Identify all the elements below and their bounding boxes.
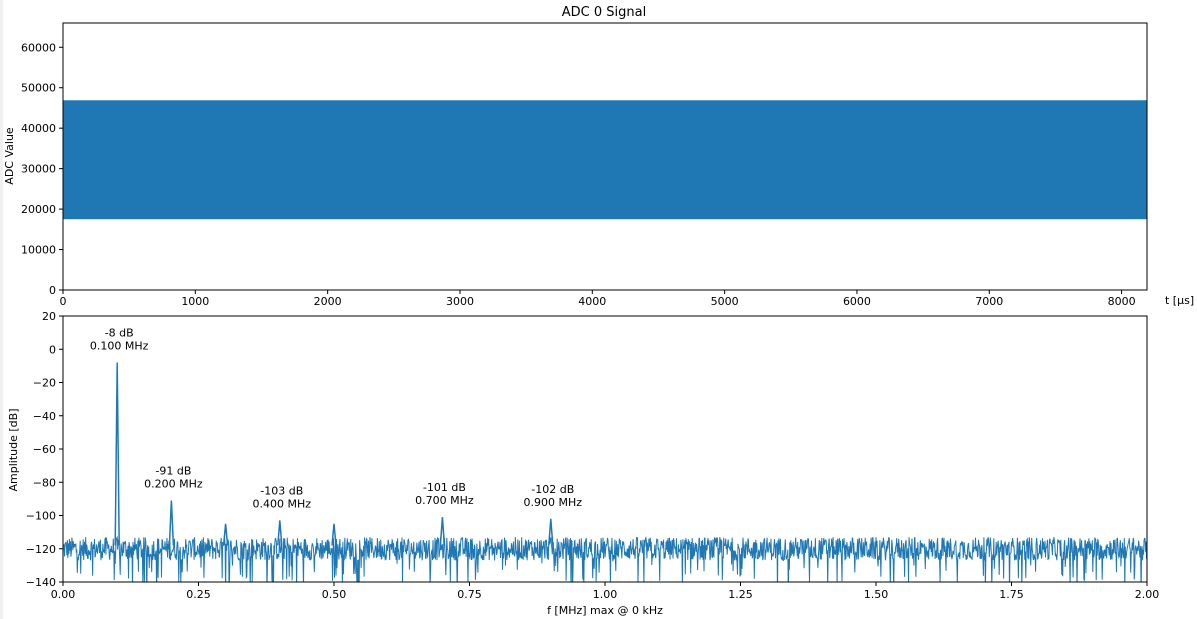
y-tick-label: −120 bbox=[26, 543, 56, 556]
x-ticks: 0 1000 2000 3000 4000 5000 6000 7000 8000 bbox=[60, 290, 1136, 308]
peak-line bbox=[548, 518, 554, 546]
y-tick-label: −40 bbox=[33, 410, 56, 423]
x-tick-label: 5000 bbox=[711, 295, 739, 308]
x-tick-label: 1.75 bbox=[999, 588, 1024, 601]
plot-frame bbox=[62, 22, 1148, 291]
y-tick-label: 40000 bbox=[21, 122, 56, 135]
x-tick-label: 2.00 bbox=[1135, 588, 1160, 601]
y-ticks: 20 0 −20 −40 −60 −80 −100 −120 −140 bbox=[26, 310, 63, 589]
peak-db-label: -91 dB bbox=[155, 465, 191, 478]
x-tick-label: 2000 bbox=[314, 295, 342, 308]
x-axis-label: t [μs] bbox=[1165, 294, 1194, 307]
y-tick-label: 20 bbox=[42, 310, 56, 323]
window-edge bbox=[0, 0, 3, 619]
spectrum-plot: Amplitude [dB] f [MHz] max @ 0 kHz -8 dB… bbox=[7, 310, 1159, 617]
peak-line bbox=[331, 523, 337, 546]
x-tick-label: 8000 bbox=[1108, 295, 1136, 308]
peak-line bbox=[439, 517, 446, 546]
plot-frame bbox=[62, 315, 1148, 583]
peak-freq-label: 0.100 MHz bbox=[90, 340, 149, 353]
x-tick-label: 0.25 bbox=[186, 588, 211, 601]
x-tick-label: 1.00 bbox=[593, 588, 618, 601]
peak-freq-label: 0.700 MHz bbox=[415, 494, 474, 507]
y-axis-label: ADC Value bbox=[3, 127, 16, 185]
x-tick-label: 0.00 bbox=[51, 588, 76, 601]
x-tick-label: 4000 bbox=[578, 295, 606, 308]
y-tick-label: −20 bbox=[33, 377, 56, 390]
x-tick-label: 0.50 bbox=[322, 588, 347, 601]
spectrum-noise-trace bbox=[63, 535, 1147, 582]
peak-freq-label: 0.900 MHz bbox=[524, 496, 583, 509]
plot-title: ADC 0 Signal bbox=[562, 5, 646, 20]
x-tick-label: 6000 bbox=[843, 295, 871, 308]
y-axis-label: Amplitude [dB] bbox=[7, 409, 20, 492]
y-tick-label: −100 bbox=[26, 510, 56, 523]
peak-db-label: -103 dB bbox=[260, 484, 303, 497]
x-tick-label: 3000 bbox=[446, 295, 474, 308]
peak-db-label: -8 dB bbox=[105, 327, 134, 340]
x-tick-label: 1000 bbox=[181, 295, 209, 308]
peak-db-label: -101 dB bbox=[423, 481, 466, 494]
peak-line bbox=[114, 362, 120, 546]
peak-db-label: -102 dB bbox=[531, 483, 574, 496]
y-tick-label: 0 bbox=[49, 343, 56, 356]
x-tick-label: 0.75 bbox=[457, 588, 482, 601]
noise-floor bbox=[63, 535, 1147, 582]
y-tick-label: −140 bbox=[26, 576, 56, 589]
peak-line bbox=[277, 520, 283, 546]
signal-band bbox=[63, 100, 1147, 220]
y-tick-label: 10000 bbox=[21, 244, 56, 257]
y-tick-label: −60 bbox=[33, 443, 56, 456]
x-tick-label: 7000 bbox=[975, 295, 1003, 308]
peak-freq-label: 0.400 MHz bbox=[253, 497, 312, 510]
y-tick-label: 0 bbox=[49, 284, 56, 297]
peak-line bbox=[168, 500, 175, 546]
peak-freq-label: 0.200 MHz bbox=[144, 478, 203, 491]
y-tick-label: 20000 bbox=[21, 203, 56, 216]
adc-signal-plot: ADC 0 Signal ADC Value t [μs] 0 1000 2000 3… bbox=[3, 5, 1194, 308]
peaks bbox=[114, 362, 554, 546]
y-tick-label: 50000 bbox=[21, 82, 56, 95]
x-tick-label: 1.50 bbox=[864, 588, 889, 601]
x-tick-label: 0 bbox=[60, 295, 67, 308]
x-tick-label: 1.25 bbox=[728, 588, 753, 601]
peak-labels: -8 dB0.100 MHz -91 dB0.200 MHz -103 dB0.40… bbox=[90, 327, 582, 511]
x-axis-label: f [MHz] max @ 0 kHz bbox=[547, 604, 663, 617]
peak-line bbox=[222, 523, 229, 546]
x-ticks: 0.00 0.25 0.50 0.75 1.00 1.25 1.50 1.75 2.00 bbox=[51, 582, 1160, 601]
y-tick-label: 60000 bbox=[21, 41, 56, 54]
y-ticks: 0 10000 20000 30000 40000 50000 60000 bbox=[21, 41, 63, 297]
y-tick-label: 30000 bbox=[21, 163, 56, 176]
y-tick-label: −80 bbox=[33, 476, 56, 489]
